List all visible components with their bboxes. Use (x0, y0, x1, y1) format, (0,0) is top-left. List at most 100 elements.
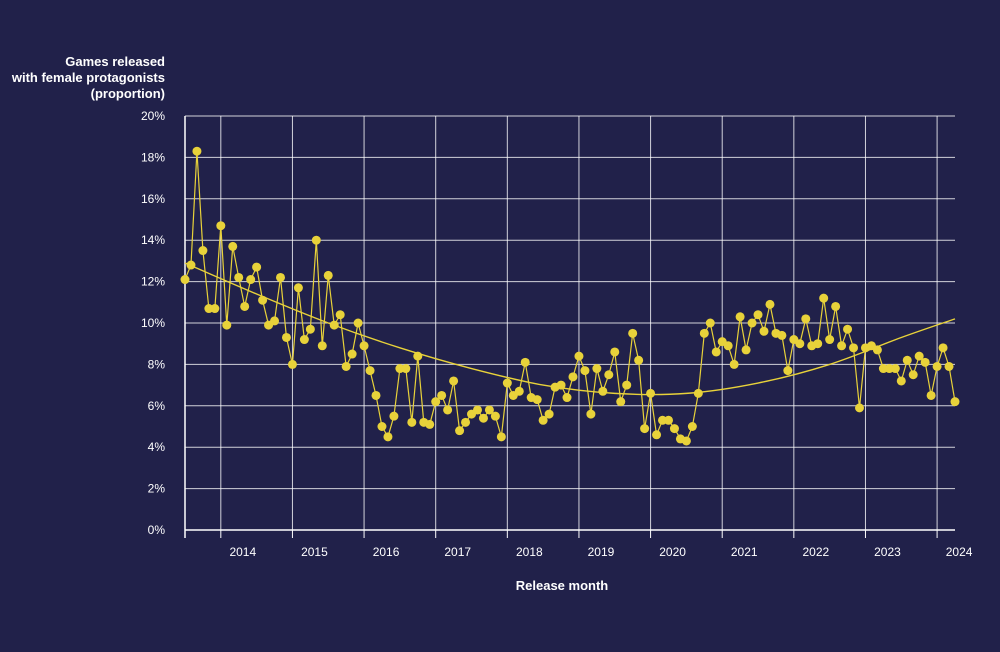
data-point (449, 376, 459, 386)
series-polyline (184, 151, 956, 442)
y-tick-label: 0% (148, 523, 166, 537)
data-point (646, 388, 656, 398)
data-point (908, 370, 918, 380)
data-point (305, 324, 315, 334)
data-point (353, 318, 363, 328)
data-point (472, 405, 482, 415)
data-point (443, 405, 453, 415)
data-point (329, 320, 339, 330)
data-point (598, 386, 608, 396)
y-tick-label: 10% (141, 316, 165, 330)
data-point (699, 328, 709, 338)
data-point (568, 372, 578, 382)
data-point (383, 432, 393, 442)
data-point (765, 299, 775, 309)
data-point (431, 397, 441, 407)
x-tick-label: 2019 (588, 545, 615, 559)
data-point (574, 351, 584, 361)
data-point (849, 343, 859, 353)
data-point (669, 424, 679, 434)
data-point (461, 417, 471, 427)
data-point (628, 328, 638, 338)
data-point (496, 432, 506, 442)
y-axis-title-line-2: with female protagonists (11, 70, 165, 85)
data-point (186, 260, 196, 270)
data-point (240, 301, 250, 311)
data-point (347, 349, 357, 359)
data-point (413, 351, 423, 361)
data-point (359, 341, 369, 351)
data-point (825, 335, 835, 345)
y-axis-ticks: 0% 2% 4% 6% 8% 10% 12% 14% 16% 18% 20% (141, 109, 165, 537)
x-tick-label: 2020 (659, 545, 686, 559)
data-point (622, 380, 632, 390)
data-point (276, 272, 286, 282)
data-point (311, 235, 321, 245)
data-point (544, 409, 554, 419)
data-point (735, 312, 745, 322)
data-point (801, 314, 811, 324)
data-point (729, 359, 739, 369)
y-axis-title-line-1: Games released (65, 54, 165, 69)
data-points (180, 146, 960, 446)
data-point (843, 324, 853, 334)
data-point (538, 415, 548, 425)
data-point (317, 341, 327, 351)
data-point (592, 364, 602, 374)
x-tick-label: 2023 (874, 545, 901, 559)
data-point (192, 146, 202, 156)
axes (184, 116, 955, 538)
x-axis-title: Release month (516, 578, 609, 593)
data-point (693, 388, 703, 398)
data-point (198, 246, 208, 256)
x-tick-label: 2021 (731, 545, 758, 559)
data-point (854, 403, 864, 413)
data-point (562, 393, 572, 403)
y-tick-label: 18% (141, 150, 165, 164)
data-point (270, 316, 280, 326)
data-point (920, 357, 930, 367)
y-tick-label: 2% (148, 482, 166, 496)
data-point (652, 430, 662, 440)
data-point (753, 310, 763, 320)
data-point (281, 332, 291, 342)
data-point (371, 390, 381, 400)
data-point (502, 378, 512, 388)
data-point (335, 310, 345, 320)
data-point (532, 395, 542, 405)
data-point (950, 397, 960, 407)
data-point (234, 272, 244, 282)
data-point (228, 241, 238, 251)
data-point (389, 411, 399, 421)
x-tick-label: 2015 (301, 545, 328, 559)
data-point (902, 355, 912, 365)
grid-lines (185, 115, 955, 530)
data-point (287, 359, 297, 369)
y-tick-label: 14% (141, 233, 165, 247)
data-point (837, 341, 847, 351)
y-tick-label: 6% (148, 399, 166, 413)
data-point (455, 426, 465, 436)
y-tick-label: 8% (148, 357, 166, 371)
data-point (514, 386, 524, 396)
data-point (490, 411, 500, 421)
y-axis-title: Games released with female protagonists … (11, 54, 165, 101)
data-point (222, 320, 232, 330)
data-point (258, 295, 268, 305)
x-tick-label: 2024 (946, 545, 973, 559)
data-point (831, 301, 841, 311)
data-point (890, 364, 900, 374)
data-point (252, 262, 262, 272)
data-point (777, 330, 787, 340)
data-point (341, 361, 351, 371)
data-point (610, 347, 620, 357)
data-point (293, 283, 303, 293)
data-point (663, 415, 673, 425)
data-point (747, 318, 757, 328)
data-point (795, 339, 805, 349)
data-point (586, 409, 596, 419)
data-point (783, 366, 793, 376)
data-point (377, 422, 387, 431)
data-point (872, 345, 882, 355)
